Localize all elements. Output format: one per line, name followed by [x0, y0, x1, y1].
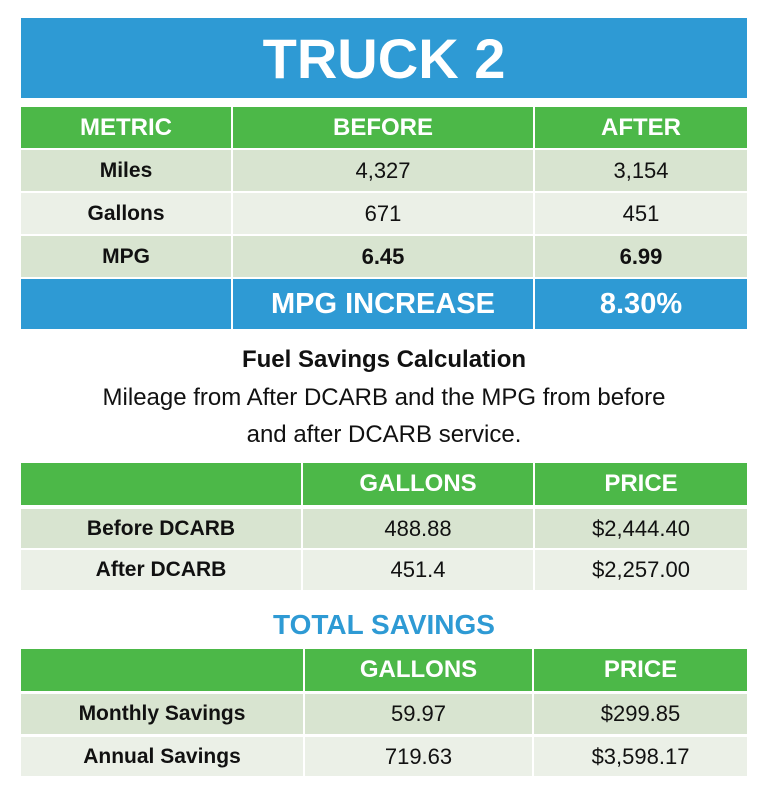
- row-before-dcarb-gallons: 488.88: [303, 509, 533, 548]
- header-gallons: GALLONS: [303, 463, 533, 505]
- row-gallons-before: 671: [233, 193, 533, 234]
- row-gallons-after: 451: [535, 193, 747, 234]
- header-price: PRICE: [535, 463, 747, 505]
- mpg-increase-label: MPG INCREASE: [233, 279, 533, 329]
- row-mpg-before: 6.45: [233, 236, 533, 277]
- row-mpg-after: 6.99: [535, 236, 747, 277]
- row-mpg-label: MPG: [21, 236, 231, 277]
- row-after-dcarb-gallons: 451.4: [303, 550, 533, 590]
- title-banner: TRUCK 2: [21, 18, 747, 98]
- row-monthly-price: $299.85: [534, 694, 747, 734]
- row-monthly-label: Monthly Savings: [21, 694, 303, 734]
- header-before: BEFORE: [233, 107, 533, 148]
- row-annual-label: Annual Savings: [21, 737, 303, 776]
- row-miles-after: 3,154: [535, 150, 747, 191]
- header-gallons: GALLONS: [305, 649, 532, 691]
- fuel-savings-heading: Fuel Savings Calculation: [241, 346, 527, 373]
- header-metric: METRIC: [21, 107, 231, 148]
- row-annual-gallons: 719.63: [305, 737, 532, 776]
- mpg-increase-value: 8.30%: [535, 279, 747, 329]
- mpg-increase-empty-cell: [21, 279, 231, 329]
- row-before-dcarb-price: $2,444.40: [535, 509, 747, 548]
- row-annual-price: $3,598.17: [534, 737, 747, 776]
- page-title: TRUCK 2: [262, 26, 506, 90]
- total-savings-heading: TOTAL SAVINGS: [273, 609, 495, 640]
- header-after: AFTER: [535, 107, 747, 148]
- row-after-dcarb-price: $2,257.00: [535, 550, 747, 590]
- header-empty: [21, 463, 301, 505]
- header-price: PRICE: [534, 649, 747, 691]
- row-monthly-gallons: 59.97: [305, 694, 532, 734]
- row-miles-before: 4,327: [233, 150, 533, 191]
- row-before-dcarb-label: Before DCARB: [21, 509, 301, 548]
- row-gallons-label: Gallons: [21, 193, 231, 234]
- header-empty: [21, 649, 303, 691]
- fuel-savings-description-1: Mileage from After DCARB and the MPG fro…: [102, 384, 666, 411]
- fuel-savings-description-2: and after DCARB service.: [246, 421, 522, 448]
- row-after-dcarb-label: After DCARB: [21, 550, 301, 590]
- row-miles-label: Miles: [21, 150, 231, 191]
